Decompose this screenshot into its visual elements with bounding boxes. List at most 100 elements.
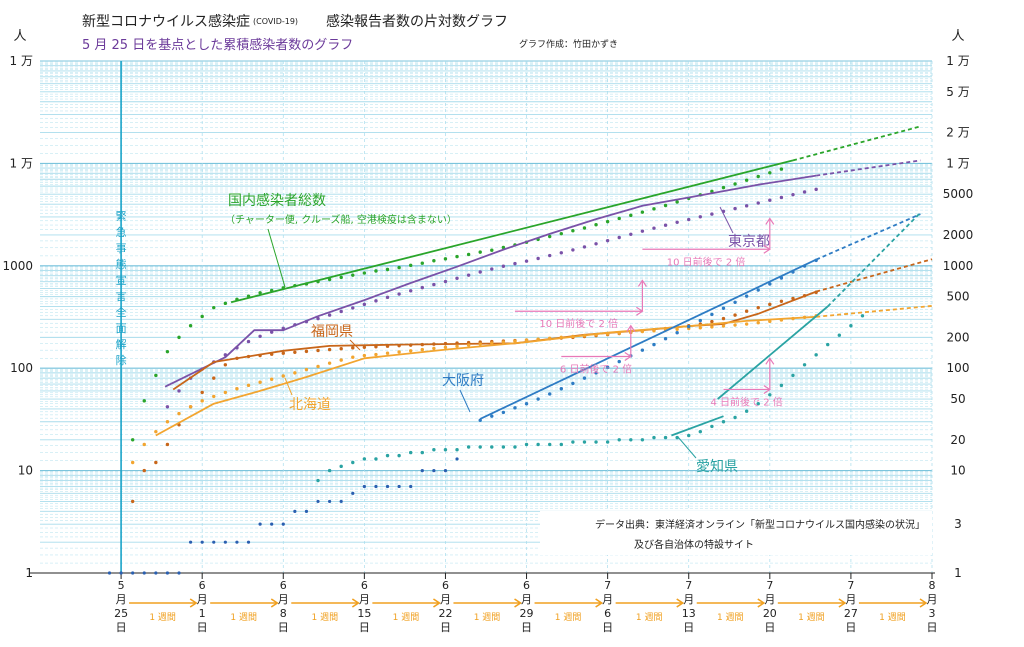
national-point: [779, 167, 784, 171]
y-right-tick-label: 100: [947, 361, 970, 375]
x-tick-month-unit: 月: [602, 593, 613, 606]
x-tick-day: 8: [280, 607, 287, 620]
x-tick-day-unit: 日: [764, 621, 775, 634]
national-point: [420, 261, 424, 265]
tokyo-point: [397, 292, 401, 296]
source-box: [540, 511, 932, 555]
aichi-point: [698, 429, 703, 434]
osaka-projection-line: [815, 213, 921, 261]
fukuoka-point: [733, 313, 737, 317]
x-tick-day-unit: 日: [927, 621, 938, 634]
aichi-point: [710, 424, 714, 429]
aichi-point: [409, 450, 413, 455]
step-point: [374, 484, 378, 489]
osaka-point: [675, 331, 679, 335]
osaka-point: [710, 312, 714, 317]
national-point: [130, 438, 135, 442]
national-fit-line: [230, 159, 794, 304]
fukuoka-projection-line: [815, 258, 933, 293]
tokyo-point: [409, 289, 413, 293]
tokyo-point: [466, 273, 471, 277]
national-point: [571, 229, 575, 233]
step-point: [339, 499, 343, 504]
tokyo-point: [802, 190, 807, 194]
subtitle: 5 月 25 日を基点とした累積感染者数のグラフ: [82, 37, 353, 53]
aichi-point: [559, 442, 563, 447]
aichi-point: [791, 373, 795, 378]
label-osaka: 大阪府: [442, 373, 484, 389]
national-point: [733, 182, 737, 186]
week-arrow-head: [595, 598, 604, 608]
aichi-point: [617, 438, 621, 442]
hokkaido-point: [466, 343, 471, 347]
hokkaido-point: [385, 351, 390, 355]
tokyo-point: [779, 195, 784, 200]
osaka-point: [501, 410, 506, 415]
label-hokkaido: 北海道: [289, 397, 331, 413]
aichi-point: [802, 363, 807, 367]
hokkaido-point: [409, 349, 413, 353]
aichi-point: [814, 353, 818, 357]
x-tick-day-unit: 日: [116, 621, 127, 634]
aichi-point: [327, 468, 332, 473]
x-tick-month-unit: 月: [197, 593, 208, 606]
y-left-top-label: 1 万: [10, 54, 33, 68]
week-label: 1 週間: [798, 612, 825, 623]
fukuoka-point: [339, 347, 343, 351]
x-tick-month: 6: [280, 579, 287, 592]
hokkaido-point: [130, 460, 135, 465]
tokyo-point: [490, 267, 494, 271]
tokyo-point: [374, 299, 378, 303]
national-point: [559, 231, 563, 236]
osaka-point: [524, 402, 529, 406]
osaka-point: [687, 324, 691, 329]
hokkaido-point: [455, 344, 459, 348]
tokyo-point: [501, 264, 506, 268]
x-tick-month-unit: 月: [359, 593, 370, 606]
emergency-label-char: 急: [116, 225, 127, 239]
step-point: [362, 484, 366, 489]
doubling-v-head: [626, 324, 636, 333]
step-point: [142, 571, 146, 575]
tokyo-point: [351, 306, 355, 310]
hokkaido-point: [432, 346, 436, 351]
doubling-label: 4 日前後で 2 倍: [711, 395, 783, 408]
tokyo-point: [652, 226, 656, 230]
week-arrow-head: [919, 598, 928, 608]
week-label: 1 週間: [230, 612, 257, 623]
week-arrow-head: [270, 598, 279, 608]
aichi-point: [501, 445, 506, 449]
week-arrow-head: [514, 598, 522, 608]
fukuoka-point: [165, 442, 170, 447]
x-tick-month: 6: [523, 579, 530, 592]
step-point: [246, 540, 251, 544]
x-tick-day-unit: 日: [683, 621, 694, 634]
week-label: 1 週間: [149, 612, 176, 623]
x-tick-day: 20: [763, 607, 777, 620]
hokkaido-point: [212, 394, 216, 399]
tokyo-point: [258, 334, 262, 338]
aichi-point: [768, 393, 772, 397]
aichi-point: [663, 435, 668, 440]
hokkaido-point: [524, 338, 529, 342]
tokyo-point: [698, 215, 703, 219]
aichi-point: [594, 440, 598, 444]
doubling-label: 10 日前後で 2 倍: [667, 255, 746, 268]
national-point: [258, 291, 262, 295]
aichi-point: [779, 383, 784, 388]
fukuoka-point: [744, 309, 749, 313]
tokyo-point: [269, 330, 274, 334]
fukuoka-point: [200, 390, 204, 395]
national-point: [374, 269, 378, 273]
fukuoka-point: [710, 319, 714, 324]
national-point: [605, 219, 610, 224]
leader-aichi: [677, 436, 697, 459]
national-point: [629, 213, 633, 218]
tokyo-point: [513, 261, 517, 266]
x-tick-day-unit: 日: [521, 621, 532, 634]
hokkaido-point: [165, 420, 170, 424]
osaka-point: [490, 414, 494, 418]
national-point: [478, 250, 482, 254]
aichi-point: [675, 435, 679, 440]
